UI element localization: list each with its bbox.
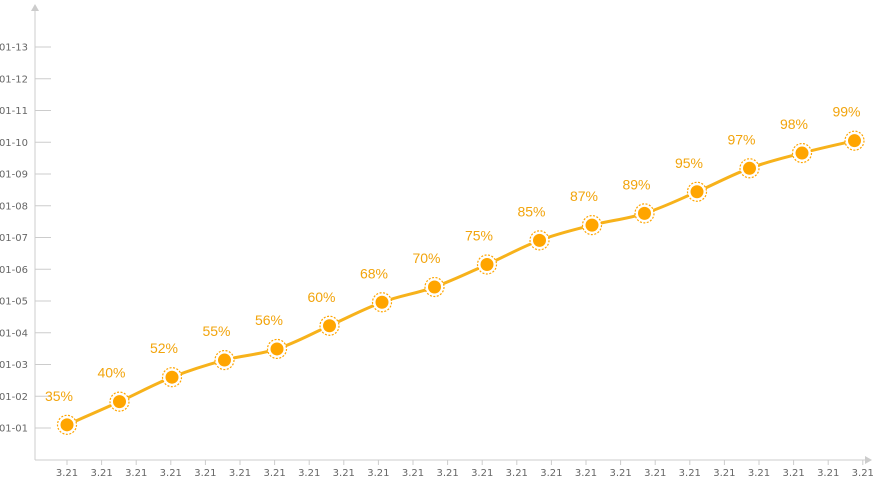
data-label: 55% <box>202 323 230 339</box>
data-point <box>161 367 183 388</box>
y-tick-label: 01-03 <box>0 360 28 371</box>
data-labels: 35% 40% 52% 55% 56% 60% 68% 70% 75% 85% 87% 89% 95% 9… <box>45 104 861 404</box>
data-point <box>424 276 445 298</box>
data-point <box>214 349 235 371</box>
x-tick-label: 3.21 <box>471 468 493 479</box>
data-point-dot <box>375 295 389 309</box>
data-point <box>686 181 708 202</box>
data-point <box>634 203 655 224</box>
data-point-dot <box>480 257 494 271</box>
x-tick-label: 3.21 <box>160 468 182 479</box>
x-tick-label: 3.21 <box>436 468 458 479</box>
data-label: 40% <box>97 365 125 381</box>
data-point-dot <box>743 161 756 175</box>
data-point-dot <box>218 353 231 367</box>
data-label: 70% <box>412 250 440 266</box>
y-tick-label: 01-02 <box>0 392 28 403</box>
data-label: 35% <box>45 388 73 404</box>
data-points <box>56 130 865 435</box>
y-tick-label: 01-04 <box>0 328 28 339</box>
x-tick-label: 3.21 <box>748 468 770 479</box>
data-point-dot <box>428 280 441 294</box>
data-point-dot <box>795 146 809 160</box>
x-tick-label: 3.21 <box>852 468 874 479</box>
data-point-dot <box>585 218 599 232</box>
data-label: 98% <box>780 116 808 132</box>
data-point <box>319 315 340 336</box>
y-tick-label: 01-01 <box>0 424 28 435</box>
data-point-dot <box>270 342 284 356</box>
x-axis-arrow-icon <box>865 456 872 464</box>
data-label: 85% <box>517 203 545 219</box>
data-label: 52% <box>150 340 178 356</box>
data-label: 97% <box>727 131 755 147</box>
x-tick-label: 3.21 <box>713 468 735 479</box>
y-tick-label: 01-06 <box>0 265 28 276</box>
data-point-dot <box>60 418 74 432</box>
y-axis-arrow-icon <box>31 4 39 11</box>
x-tick-label: 3.21 <box>782 468 804 479</box>
data-point <box>476 254 498 275</box>
x-tick-label: 3.21 <box>125 468 147 479</box>
data-point <box>529 230 550 251</box>
y-tick-label: 01-11 <box>0 106 28 117</box>
y-tick-label: 01-05 <box>0 297 28 308</box>
data-label: 75% <box>465 227 493 243</box>
data-point-dot <box>113 395 126 409</box>
data-point <box>844 130 865 151</box>
y-tick-label: 01-08 <box>0 201 28 212</box>
data-label: 95% <box>675 155 703 171</box>
data-label: 56% <box>255 312 283 328</box>
data-point-dot <box>533 233 546 247</box>
y-tick-label: 01-09 <box>0 170 28 181</box>
x-tick-label: 3.21 <box>263 468 285 479</box>
x-tick-label: 3.21 <box>90 468 112 479</box>
data-label: 87% <box>570 188 598 204</box>
axes <box>31 4 872 464</box>
x-axis-ticks: 3.21 3.21 3.21 3.21 3.21 3.21 3.21 3.21 3.21 3.21… <box>56 460 874 479</box>
series-line <box>66 139 855 427</box>
data-point <box>371 292 393 313</box>
x-tick-label: 3.21 <box>298 468 320 479</box>
data-point <box>791 142 813 164</box>
data-point-dot <box>638 206 651 220</box>
x-tick-label: 3.21 <box>333 468 355 479</box>
data-point-dot <box>165 370 179 384</box>
data-point <box>56 414 78 435</box>
y-tick-label: 01-07 <box>0 233 28 244</box>
data-point <box>266 338 288 360</box>
data-point <box>739 158 760 179</box>
x-tick-label: 3.21 <box>402 468 424 479</box>
x-tick-label: 3.21 <box>817 468 839 479</box>
y-axis-ticks: 01-01 01-02 01-03 01-04 01-05 01-06 01-07 01-08… <box>0 43 51 435</box>
x-tick-label: 3.21 <box>644 468 666 479</box>
y-tick-label: 01-13 <box>0 43 28 54</box>
x-tick-label: 3.21 <box>609 468 631 479</box>
data-point <box>109 391 130 412</box>
data-label: 60% <box>307 289 335 305</box>
data-point-dot <box>323 319 336 333</box>
x-tick-label: 3.21 <box>540 468 562 479</box>
data-label: 68% <box>360 265 388 281</box>
data-point-dot <box>690 185 704 199</box>
x-tick-label: 3.21 <box>56 468 78 479</box>
y-tick-label: 01-12 <box>0 74 28 85</box>
x-tick-label: 3.21 <box>367 468 389 479</box>
y-tick-label: 01-10 <box>0 138 28 149</box>
x-tick-label: 3.21 <box>194 468 216 479</box>
x-tick-label: 3.21 <box>506 468 528 479</box>
data-label: 89% <box>622 176 650 192</box>
x-tick-label: 3.21 <box>575 468 597 479</box>
data-point-dot <box>848 134 861 148</box>
data-label: 99% <box>832 104 860 120</box>
x-tick-label: 3.21 <box>229 468 251 479</box>
data-point <box>581 215 603 236</box>
x-tick-label: 3.21 <box>679 468 701 479</box>
